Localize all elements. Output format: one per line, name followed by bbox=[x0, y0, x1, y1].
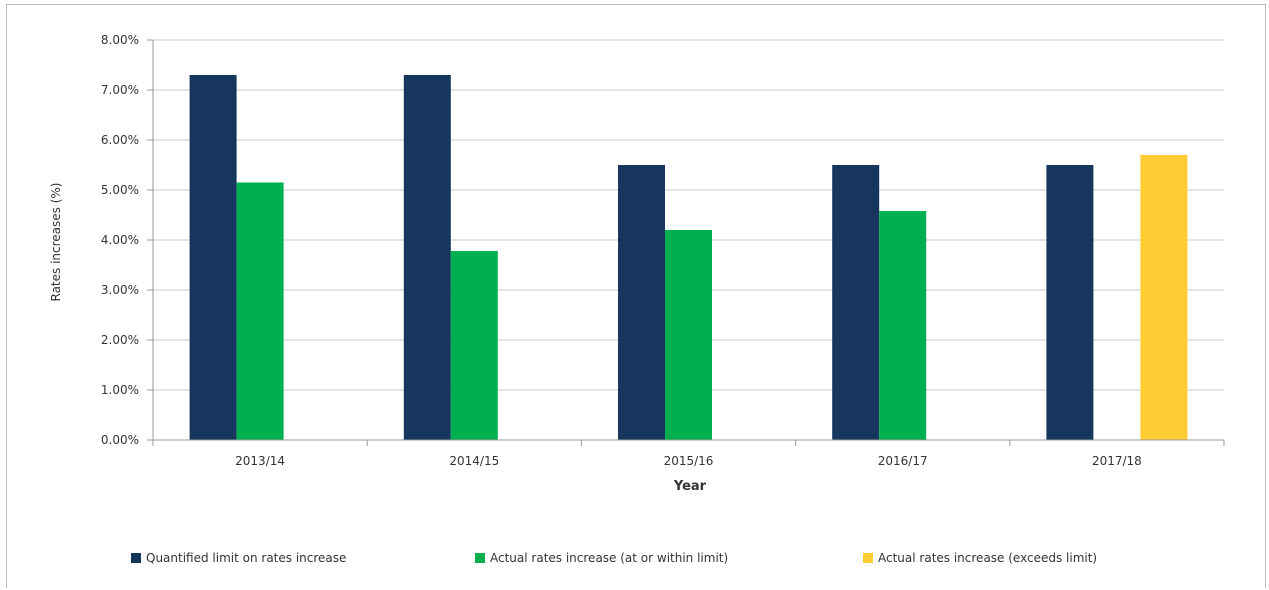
y-tick-label: 4.00% bbox=[101, 233, 139, 247]
legend-swatch-within bbox=[475, 553, 485, 563]
rates-bar-chart: 0.00% 1.00% 2.00% 3.00% 4.00% 5.00% 6.00% 7.00%… bbox=[49, 33, 1225, 494]
bar-2017-18-series-0 bbox=[1046, 165, 1094, 440]
legend-label-exceeds: Actual rates increase (exceeds limit) bbox=[878, 551, 1098, 565]
y-tick-label: 7.00% bbox=[101, 83, 139, 97]
x-tick-label: 2013/14 bbox=[235, 454, 285, 468]
legend-item-exceeds: Actual rates increase (exceeds limit) bbox=[863, 551, 1097, 565]
legend-swatch-exceeds bbox=[863, 553, 873, 563]
legend-label-limit: Quantified limit on rates increase bbox=[146, 551, 347, 565]
bar-2014-15-series-0 bbox=[403, 75, 451, 440]
x-tick-label: 2016/17 bbox=[878, 454, 928, 468]
x-tick-label: 2015/16 bbox=[664, 454, 714, 468]
bar-2016-17-series-0 bbox=[832, 165, 880, 440]
x-axis: 2013/14 2014/15 2015/16 2016/17 2017/18 bbox=[152, 40, 1225, 468]
x-tick-label: 2017/18 bbox=[1092, 454, 1142, 468]
y-tick-label: 2.00% bbox=[101, 333, 139, 347]
legend-label-within: Actual rates increase (at or within limi… bbox=[490, 551, 729, 565]
bar-2016-17-series-1 bbox=[879, 211, 927, 440]
y-tick-label: 3.00% bbox=[101, 283, 139, 297]
y-tick-labels: 0.00% 1.00% 2.00% 3.00% 4.00% 5.00% 6.00% 7.00%… bbox=[101, 33, 139, 447]
bar-2017-18-series-2 bbox=[1140, 155, 1188, 440]
bar-2015-16-series-1 bbox=[665, 230, 712, 440]
legend-item-within: Actual rates increase (at or within limi… bbox=[475, 551, 728, 565]
x-tick-label: 2014/15 bbox=[449, 454, 499, 468]
y-tick-label: 0.00% bbox=[101, 433, 139, 447]
x-axis-label: Year bbox=[673, 479, 707, 494]
chart-frame bbox=[6, 4, 1266, 588]
y-tick-label: 8.00% bbox=[101, 33, 139, 47]
bar-2015-16-series-0 bbox=[618, 165, 665, 440]
bar-2014-15-series-1 bbox=[450, 251, 498, 440]
y-tick-label: 6.00% bbox=[101, 133, 139, 147]
legend-item-limit: Quantified limit on rates increase bbox=[131, 551, 346, 565]
bar-2013-14-series-0 bbox=[189, 75, 237, 440]
y-tick-label: 5.00% bbox=[101, 183, 139, 197]
legend-swatch-limit bbox=[131, 553, 141, 563]
bars bbox=[189, 75, 1188, 440]
y-axis-label: Rates increases (%) bbox=[49, 183, 63, 302]
y-tick-label: 1.00% bbox=[101, 383, 139, 397]
bar-2013-14-series-1 bbox=[236, 182, 284, 440]
